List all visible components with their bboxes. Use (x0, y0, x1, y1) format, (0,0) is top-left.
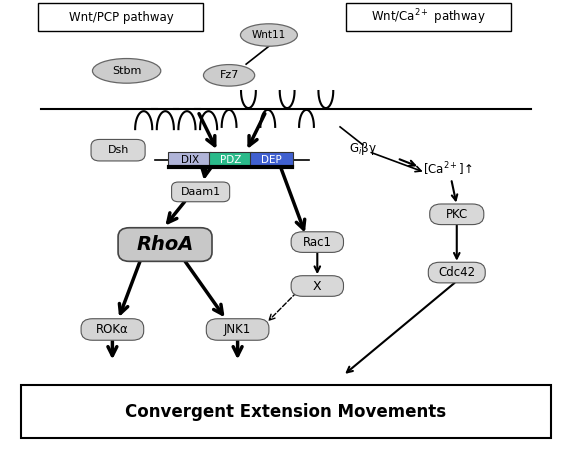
Text: PDZ: PDZ (220, 155, 241, 165)
Text: PKC: PKC (446, 208, 468, 221)
Text: JNK1: JNK1 (224, 323, 251, 336)
Text: Convergent Extension Movements: Convergent Extension Movements (125, 402, 447, 420)
Text: X: X (313, 280, 321, 293)
Text: Daam1: Daam1 (181, 187, 221, 197)
FancyBboxPatch shape (168, 152, 212, 167)
FancyBboxPatch shape (38, 3, 204, 31)
FancyBboxPatch shape (209, 152, 252, 167)
Text: DIX: DIX (181, 155, 199, 165)
Text: Cdc42: Cdc42 (438, 266, 475, 279)
Text: [Ca$^{2+}$]↑: [Ca$^{2+}$]↑ (423, 161, 472, 178)
Text: Wnt/Ca$^{2+}$ pathway: Wnt/Ca$^{2+}$ pathway (371, 7, 486, 27)
Text: DEP: DEP (261, 155, 282, 165)
Ellipse shape (204, 64, 255, 86)
FancyBboxPatch shape (172, 182, 229, 202)
FancyBboxPatch shape (21, 385, 551, 438)
FancyBboxPatch shape (430, 204, 484, 225)
Text: Fz7: Fz7 (220, 70, 239, 80)
FancyBboxPatch shape (91, 139, 145, 161)
FancyBboxPatch shape (291, 276, 344, 296)
FancyBboxPatch shape (250, 152, 293, 167)
Ellipse shape (240, 24, 297, 46)
FancyBboxPatch shape (428, 262, 485, 283)
Ellipse shape (93, 59, 161, 83)
FancyBboxPatch shape (206, 319, 269, 340)
FancyBboxPatch shape (118, 228, 212, 262)
Text: G$_i$βγ: G$_i$βγ (349, 140, 377, 157)
Text: Wnt11: Wnt11 (252, 30, 286, 40)
Text: Rac1: Rac1 (303, 235, 332, 249)
FancyBboxPatch shape (345, 3, 511, 31)
Text: Stbm: Stbm (112, 66, 141, 76)
Text: ROKα: ROKα (96, 323, 129, 336)
FancyBboxPatch shape (81, 319, 144, 340)
Text: RhoA: RhoA (137, 235, 194, 254)
Text: Wnt/PCP pathway: Wnt/PCP pathway (69, 10, 173, 23)
FancyBboxPatch shape (291, 232, 344, 253)
Text: Dsh: Dsh (108, 145, 129, 155)
